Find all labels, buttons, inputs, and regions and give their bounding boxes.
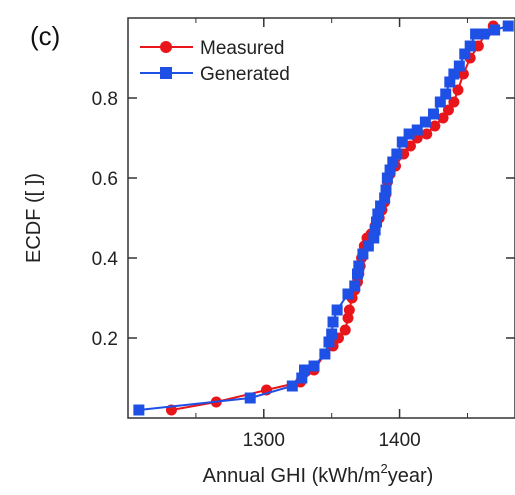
- y-tick-label: 0.6: [92, 169, 118, 190]
- generated-point: [391, 148, 403, 160]
- generated-point: [372, 208, 384, 220]
- generated-point: [419, 116, 431, 128]
- measured-point: [437, 112, 449, 124]
- generated-point: [369, 224, 381, 236]
- generated-point: [387, 156, 399, 168]
- generated-point: [434, 96, 446, 108]
- generated-point: [381, 172, 393, 184]
- generated-point: [351, 268, 363, 280]
- generated-point: [502, 20, 514, 32]
- generated-point: [327, 316, 339, 328]
- x-tick-label: 1400: [378, 430, 420, 451]
- generated-point: [478, 28, 490, 40]
- measured-point: [339, 324, 351, 336]
- x-tick-label: 1300: [243, 430, 285, 451]
- measured-point: [429, 120, 441, 132]
- generated-point: [326, 328, 338, 340]
- generated-point: [396, 136, 408, 148]
- generated-point: [244, 392, 256, 404]
- generated-point: [380, 184, 392, 196]
- generated-point: [448, 68, 460, 80]
- panel-label: (c): [30, 21, 60, 51]
- x-axis: 1300 1400: [195, 18, 468, 451]
- generated-point: [459, 48, 471, 60]
- legend-measured-marker: [160, 41, 172, 53]
- legend: Measured Generated: [140, 38, 290, 85]
- legend-generated-marker: [160, 67, 172, 79]
- generated-point: [403, 128, 415, 140]
- generated-point: [353, 260, 365, 272]
- generated-point: [362, 240, 374, 252]
- y-tick-label: 0.2: [92, 329, 118, 350]
- generated-point: [319, 348, 331, 360]
- legend-measured-label: Measured: [200, 38, 285, 59]
- generated-point: [368, 232, 380, 244]
- measured-point: [421, 128, 433, 140]
- generated-point: [384, 164, 396, 176]
- y-axis-title: ECDF ([ ]): [23, 173, 45, 263]
- generated-point: [299, 364, 311, 376]
- x-axis-title: Annual GHI (kWh/m2year): [203, 461, 434, 487]
- generated-point: [470, 28, 482, 40]
- y-axis: 0.2 0.4 0.6 0.8: [92, 89, 515, 350]
- legend-item-measured: Measured: [140, 38, 285, 59]
- plot-frame: [127, 17, 515, 419]
- generated-point: [453, 60, 465, 72]
- y-tick-label: 0.8: [92, 89, 118, 110]
- generated-point: [428, 108, 440, 120]
- generated-point: [323, 336, 335, 348]
- measured-point: [343, 304, 355, 316]
- y-tick-label: 0.4: [92, 249, 119, 270]
- generated-point: [133, 404, 145, 416]
- generated-point: [379, 192, 391, 204]
- generated-point: [375, 200, 387, 212]
- generated-point: [296, 372, 308, 384]
- generated-point: [308, 360, 320, 372]
- generated-point: [464, 40, 476, 52]
- legend-generated-label: Generated: [200, 64, 290, 85]
- generated-point: [489, 24, 501, 36]
- generated-point: [370, 216, 382, 228]
- generated-point: [331, 304, 343, 316]
- legend-item-generated: Generated: [140, 64, 290, 85]
- generated-point: [440, 88, 452, 100]
- generated-point: [342, 288, 354, 300]
- series-layer: [133, 20, 514, 416]
- generated-point: [411, 124, 423, 136]
- generated-point: [357, 248, 369, 260]
- generated-point: [444, 76, 456, 88]
- generated-point: [349, 280, 361, 292]
- generated-point: [286, 380, 298, 392]
